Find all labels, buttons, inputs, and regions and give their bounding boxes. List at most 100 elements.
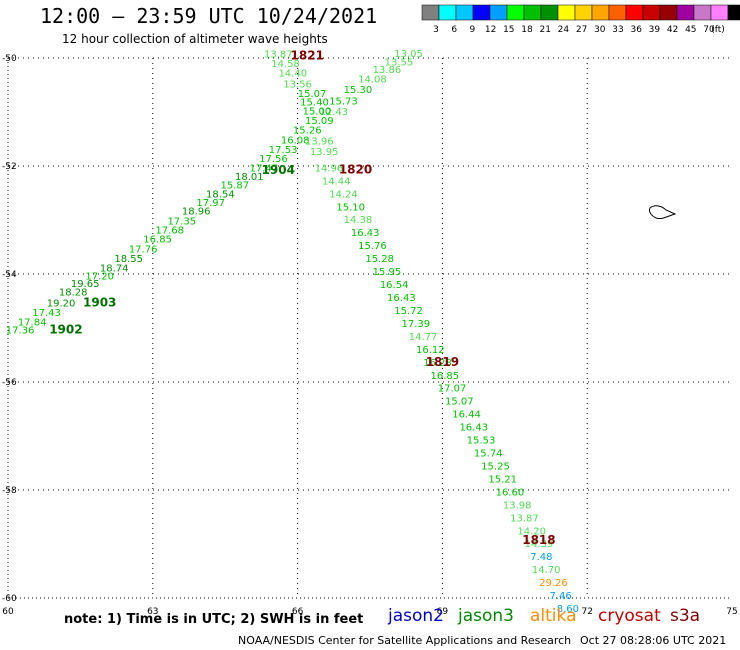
swh-value: 13.56 [283,80,312,91]
mission-label: jason3 [458,606,514,626]
swh-value: 16.85 [430,371,459,382]
swh-value: 16.54 [380,280,409,291]
swh-value: 14.96 [315,163,344,174]
swh-value: 15.53 [467,436,496,447]
legend-swatch [455,4,474,21]
pass-label: 1819 [426,355,459,369]
legend-swatch [523,4,542,21]
swh-value: 14.39 [525,539,554,550]
swh-value: 14.40 [278,68,307,79]
swh-value: 18.01 [235,172,264,183]
swh-value: 17.84 [18,317,47,328]
swh-value: 15.26 [293,126,322,137]
legend-swatch [710,4,729,21]
swh-value: 15.40 [300,98,329,109]
swh-value: 15.76 [358,241,387,252]
swh-value: 17.76 [129,244,158,255]
legend-tick-label: 12 [485,25,496,35]
legend-swatch [608,4,627,21]
swh-value: 17.20 [85,271,114,282]
pass-label: 1904 [262,163,295,177]
legend-swatch [591,4,610,21]
lon-tick-label: 69 [437,607,449,617]
lon-tick-label: 72 [581,607,592,617]
swh-value: 15.73 [329,96,358,107]
timestamp: Oct 27 08:28:06 UTC 2021 [580,634,727,647]
swh-value: 15.74 [474,449,503,460]
swh-value: 14.77 [409,332,438,343]
swh-value: 14.44 [322,176,351,187]
mission-label: jason2 [388,606,444,626]
swh-value: 8.60 [557,604,579,615]
lon-tick-label: 60 [2,607,14,617]
swh-value: 16.85 [143,235,172,246]
legend-swatch [693,4,712,21]
legend-unit-label: (ft) [711,25,725,35]
swh-value: 18.55 [114,254,143,265]
swh-value: 18.54 [206,189,235,200]
swh-value: 15.30 [344,85,373,96]
legend-tick-label: 30 [594,25,606,35]
swh-value: 16.12 [416,345,445,356]
map-subtitle: 12 hour collection of altimeter wave hei… [62,32,328,46]
legend-tick-label: 6 [451,25,457,35]
lon-tick-label: 66 [292,607,304,617]
swh-value: 18.28 [59,288,88,299]
pass-label: 1818 [522,533,555,547]
legend-tick-label: 70 [703,25,715,35]
swh-value: 13.55 [385,58,414,69]
pass-label: 1902 [49,322,82,336]
swh-value: 13.87 [264,49,293,60]
swh-value: 12.43 [319,107,348,118]
legend-tick-label: 18 [521,25,533,35]
swh-value: 17.53 [269,145,298,156]
swh-value: 16.28 [423,358,452,369]
swh-value: 15.95 [373,267,402,278]
swh-value: 19.65 [71,279,100,290]
pass-label: 1820 [339,163,372,177]
swh-value: 13.98 [503,500,532,511]
swh-value: 15.09 [305,116,334,127]
swh-value: 13.05 [394,49,423,60]
swh-value: 18.74 [100,263,129,274]
legend-tick-label: 3 [433,25,439,35]
legend-swatch [540,4,559,21]
swh-value: 14.08 [358,74,387,85]
legend-swatch [625,4,644,21]
legend-swatch [421,4,440,21]
lat-tick-label: -56 [2,378,17,388]
swh-value: 15.00 [303,107,332,118]
legend-tick-label: 45 [685,25,696,35]
swh-value: 15.21 [488,474,517,485]
legend-tick-label: 24 [558,25,570,35]
mission-label: cryosat [598,606,661,626]
swh-value: 16.43 [351,228,380,239]
legend-tick-label: 42 [667,25,678,35]
swh-value: 17.39 [402,319,431,330]
color-legend: 3 6 9 12 15 18 21 24 27 30 33 36 39 42 45 70(ft) [421,4,740,35]
swh-value: 15.07 [445,397,474,408]
swh-values: 17.3617.8417.4319.2018.2819.6517.2018.74… [6,49,579,615]
swh-value: 19.20 [47,298,76,309]
swh-value: 17.43 [32,308,61,319]
swh-value: 16.43 [387,293,416,304]
lat-tick-label: -50 [2,54,17,64]
swh-value: 16.43 [459,423,488,434]
swh-value: 16.60 [496,487,525,498]
swh-value: 13.86 [373,65,402,76]
legend-swatch [727,4,740,21]
swh-value: 17.36 [6,325,35,336]
legend-tick-label: 21 [539,25,550,35]
lat-tick-label: -52 [2,162,17,172]
swh-value: 17.47 [249,163,278,174]
mission-label: s3a [670,606,701,626]
legend-tick-label: 39 [649,25,661,35]
kerguelen-outline [649,205,677,219]
legend-tick-label: 9 [470,25,476,35]
swh-value: 15.10 [336,202,365,213]
legend-tick-label: 33 [612,25,623,35]
pass-label: 1903 [83,295,116,309]
swh-value: 14.58 [271,59,300,70]
